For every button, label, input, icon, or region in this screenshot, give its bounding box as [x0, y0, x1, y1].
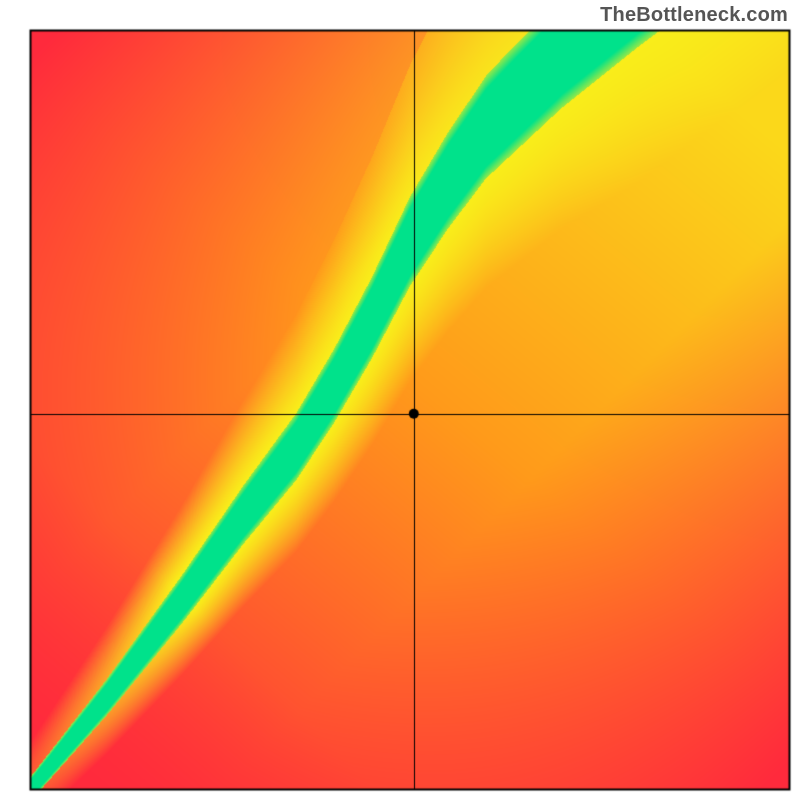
heatmap-canvas: [0, 0, 800, 800]
watermark-text: TheBottleneck.com: [600, 4, 788, 27]
chart-container: TheBottleneck.com: [0, 0, 800, 800]
